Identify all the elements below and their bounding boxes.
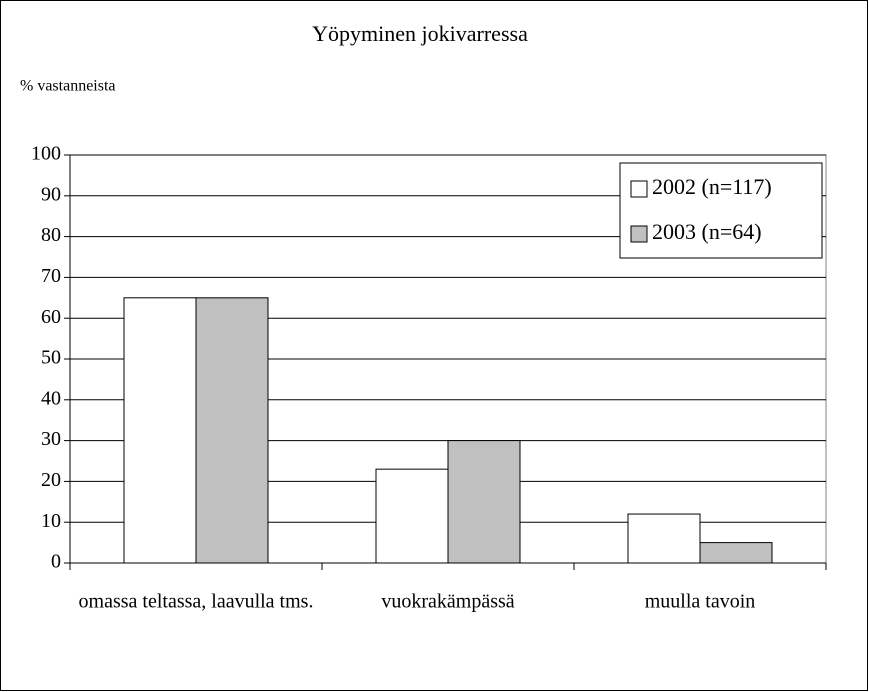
y-tick-label: 30 — [41, 428, 61, 450]
legend-label: 2002 (n=117) — [652, 174, 772, 199]
bar — [123, 297, 197, 564]
bar — [195, 297, 269, 564]
y-tick-label: 70 — [41, 265, 61, 287]
bar — [627, 513, 701, 564]
bar — [447, 440, 521, 564]
y-tick-label: 10 — [41, 510, 61, 532]
y-tick-label: 0 — [51, 551, 61, 573]
legend-swatch — [630, 225, 648, 243]
y-tick-label: 80 — [41, 224, 61, 246]
y-tick-label: 90 — [41, 183, 61, 205]
bar — [699, 542, 773, 564]
x-tick-label: vuokrakämpässä — [381, 591, 514, 613]
y-tick-label: 40 — [41, 387, 61, 409]
legend-box — [619, 162, 823, 259]
x-tick-label: muulla tavoin — [645, 591, 756, 613]
y-tick-label: 100 — [31, 143, 61, 165]
legend-swatch — [630, 180, 648, 198]
x-tick-label: omassa teltassa, laavulla tms. — [79, 591, 314, 613]
y-axis-label: % vastanneista — [20, 78, 116, 95]
y-tick-label: 20 — [41, 469, 61, 491]
bar — [375, 468, 449, 564]
legend-label: 2003 (n=64) — [652, 219, 762, 244]
chart-title: Yöpyminen jokivarressa — [312, 21, 528, 46]
y-tick-label: 50 — [41, 347, 61, 369]
y-tick-label: 60 — [41, 306, 61, 328]
